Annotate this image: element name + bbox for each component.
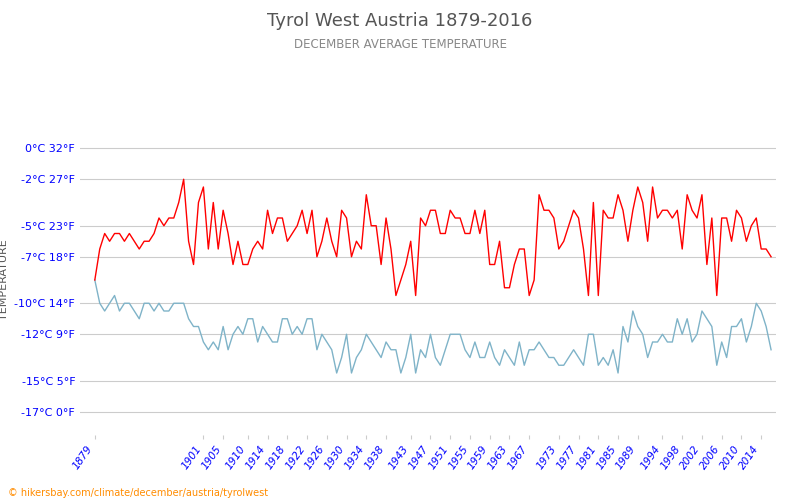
Y-axis label: TEMPERATURE: TEMPERATURE <box>0 240 9 320</box>
Text: © hikersbay.com/climate/december/austria/tyrolwest: © hikersbay.com/climate/december/austria… <box>8 488 268 498</box>
Text: DECEMBER AVERAGE TEMPERATURE: DECEMBER AVERAGE TEMPERATURE <box>294 38 506 51</box>
Text: Tyrol West Austria 1879-2016: Tyrol West Austria 1879-2016 <box>267 12 533 30</box>
